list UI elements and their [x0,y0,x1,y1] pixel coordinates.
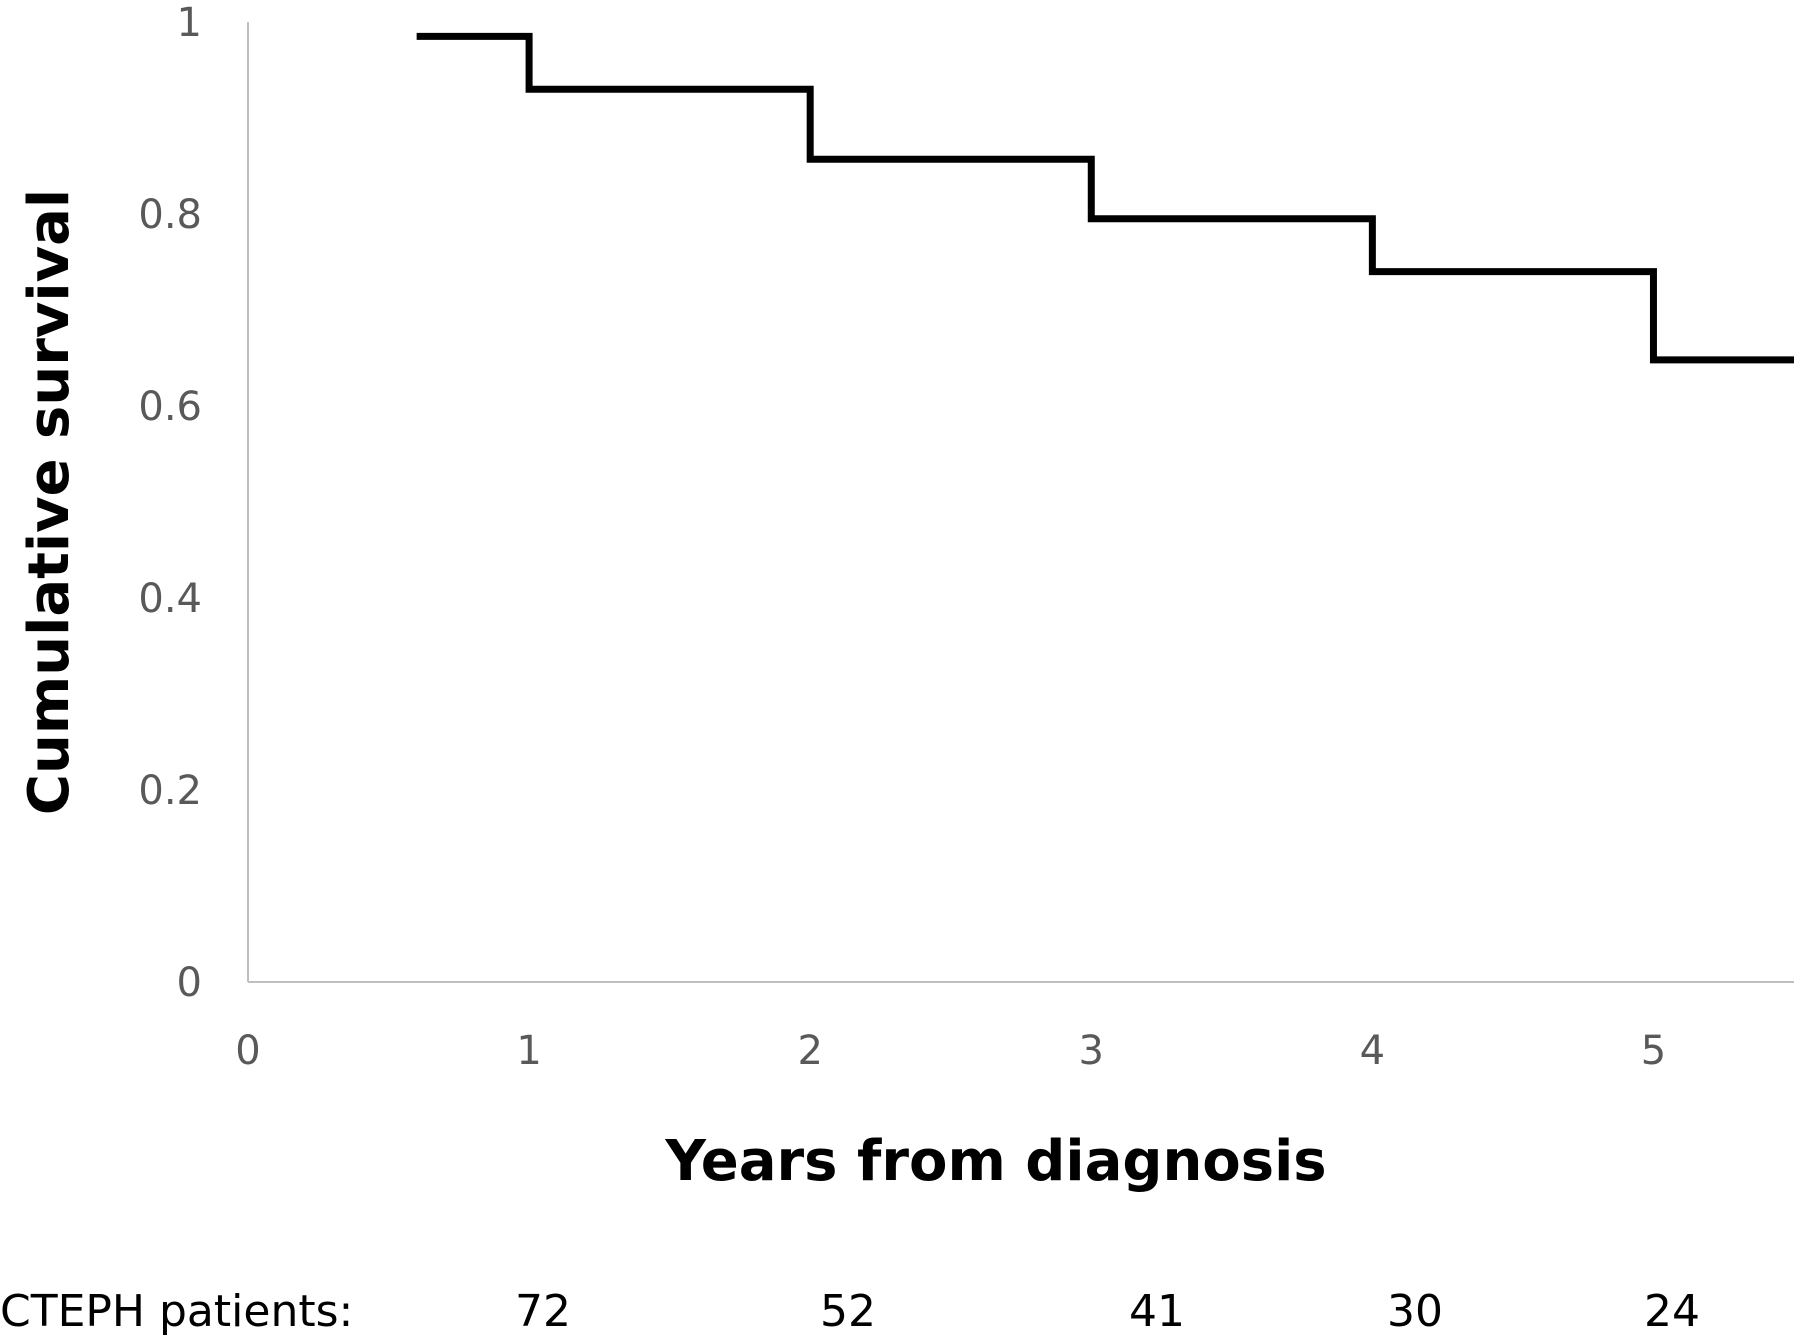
risk-count: 30 [1387,1286,1443,1337]
x-tick-label: 5 [1641,1028,1666,1074]
y-tick-labels: 0 0.2 0.4 0.6 0.8 1 [138,0,202,1006]
x-tick-label: 2 [797,1028,822,1074]
y-tick-label: 1 [177,0,202,46]
y-tick-label: 0.8 [138,192,202,238]
survival-step-line [416,32,1794,364]
x-tick-label: 0 [235,1028,260,1074]
x-tick-label: 1 [516,1028,541,1074]
y-tick-label: 0.2 [138,768,202,814]
risk-count: 72 [515,1286,571,1337]
risk-table-counts: 72 52 41 30 24 [515,1286,1700,1337]
y-axis-title: Cumulative survival [17,189,82,815]
risk-count: 41 [1129,1286,1185,1337]
risk-count: 52 [820,1286,876,1337]
risk-table-label: CTEPH patients: [0,1286,353,1337]
y-tick-label: 0 [177,960,202,1006]
x-tick-label: 3 [1079,1028,1104,1074]
series-group [416,32,1794,364]
x-tick-labels: 0 1 2 3 4 5 [235,1028,1666,1074]
y-tick-label: 0.6 [138,384,202,430]
y-tick-label: 0.4 [138,576,202,622]
risk-count: 24 [1644,1286,1700,1337]
x-tick-label: 4 [1360,1028,1385,1074]
x-axis-title: Years from diagnosis [664,1129,1326,1194]
